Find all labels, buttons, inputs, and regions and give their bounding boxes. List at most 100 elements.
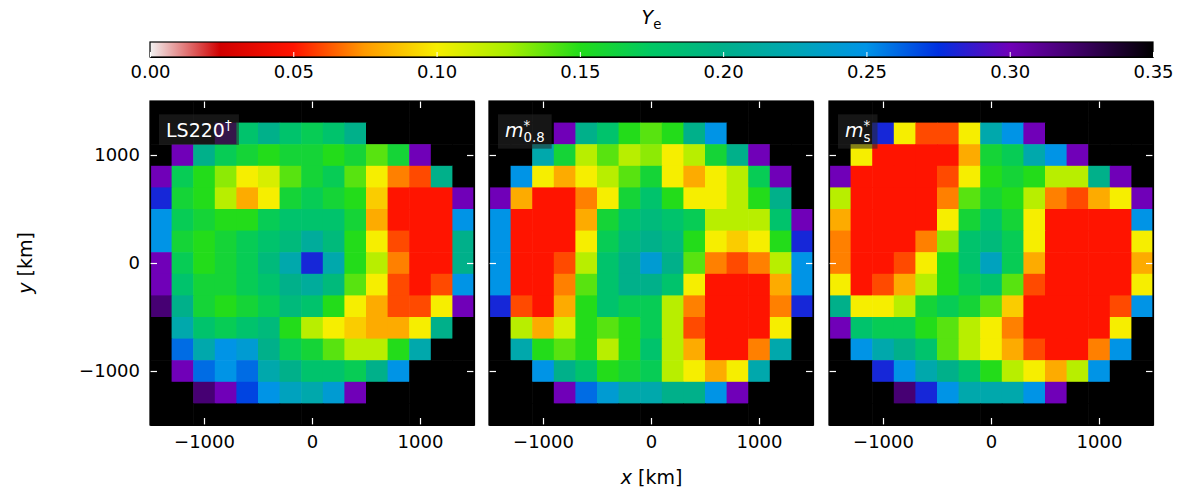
cell (1023, 382, 1045, 404)
y-axis-right (1146, 102, 1154, 426)
cell (511, 295, 533, 317)
cell (597, 187, 619, 209)
label-text: m (845, 119, 864, 141)
cell (662, 231, 684, 253)
cell (727, 339, 749, 361)
cell (236, 123, 258, 145)
cell (1110, 166, 1132, 188)
cell (301, 252, 323, 274)
cell (489, 339, 511, 361)
cell (683, 382, 705, 404)
label-text: m (505, 119, 524, 141)
cell (489, 360, 511, 382)
cell (683, 317, 705, 339)
tick (883, 101, 884, 108)
tick: −1000 (853, 418, 914, 452)
cell (872, 187, 894, 209)
cell (748, 360, 770, 382)
cell (829, 382, 851, 404)
cell (193, 317, 215, 339)
cell (662, 209, 684, 231)
cell (1131, 317, 1153, 339)
cell (770, 209, 792, 231)
cell (1002, 166, 1024, 188)
cell (829, 231, 851, 253)
y-axis (489, 102, 496, 426)
colorbar-tick-label: 0.35 (1133, 61, 1173, 82)
cell (489, 209, 511, 231)
cell (619, 166, 641, 188)
cell (727, 317, 749, 339)
tick-label: −1000 (79, 360, 140, 381)
cell (851, 252, 873, 274)
cell (554, 295, 576, 317)
cell (366, 252, 388, 274)
cell (344, 382, 366, 404)
cell (872, 252, 894, 274)
cell (323, 317, 345, 339)
cell (1088, 166, 1110, 188)
cell (619, 123, 641, 145)
cell (532, 231, 554, 253)
cell (727, 209, 749, 231)
cell (511, 231, 533, 253)
cell (452, 123, 474, 145)
cell (452, 295, 474, 317)
tick: −1000 (513, 418, 574, 452)
cell (980, 144, 1002, 166)
cell (193, 403, 215, 425)
cell (1131, 382, 1153, 404)
cell (366, 382, 388, 404)
cell (915, 144, 937, 166)
cell (959, 101, 981, 123)
cell (1088, 144, 1110, 166)
cell (770, 295, 792, 317)
cell (770, 252, 792, 274)
cell (236, 382, 258, 404)
tick-label: −1000 (853, 431, 914, 452)
cell (172, 360, 194, 382)
cell (894, 274, 916, 296)
cell (193, 166, 215, 188)
cell (301, 166, 323, 188)
cell (1088, 403, 1110, 425)
cell (344, 123, 366, 145)
cell (575, 360, 597, 382)
cell (597, 209, 619, 231)
cell (554, 403, 576, 425)
label-sub: e (653, 17, 661, 32)
cell (193, 274, 215, 296)
tick-mark (829, 155, 836, 156)
cell (959, 317, 981, 339)
cell (301, 295, 323, 317)
cell (937, 274, 959, 296)
cell (431, 295, 453, 317)
cell (1045, 403, 1067, 425)
cell (511, 274, 533, 296)
cell (452, 187, 474, 209)
panel: −100001000−100001000LS220† (79, 101, 474, 452)
cell (575, 252, 597, 274)
cell (452, 252, 474, 274)
cell (705, 317, 727, 339)
cell (959, 231, 981, 253)
cell (1023, 209, 1045, 231)
cell (1088, 317, 1110, 339)
cell (236, 274, 258, 296)
cell (748, 317, 770, 339)
cell (727, 101, 749, 123)
cell (1067, 252, 1089, 274)
cell (791, 382, 813, 404)
cell (937, 360, 959, 382)
cell (150, 274, 172, 296)
cell (872, 382, 894, 404)
cell (727, 295, 749, 317)
cell (597, 274, 619, 296)
cell (301, 123, 323, 145)
cell (619, 382, 641, 404)
cell (1088, 101, 1110, 123)
cell (1023, 252, 1045, 274)
cell (1131, 231, 1153, 253)
cell (409, 209, 431, 231)
tick: 1000 (398, 418, 444, 452)
